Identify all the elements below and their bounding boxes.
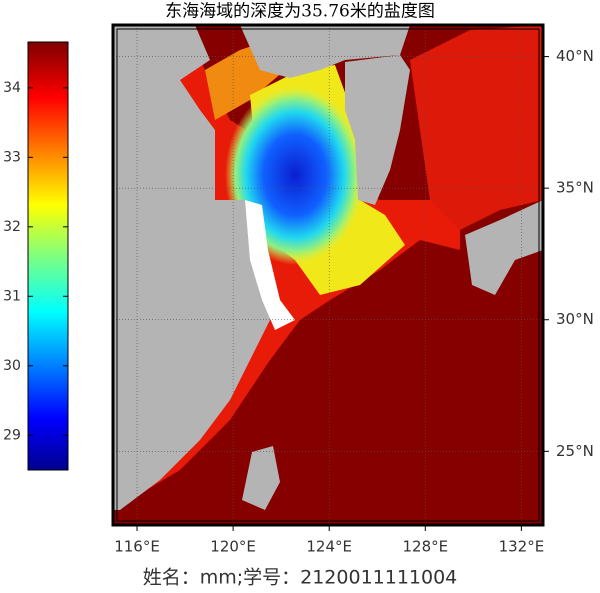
land-china [113,25,280,510]
grid [113,25,543,525]
colorbar-tick-label: 30 [3,358,21,374]
colorbar-tick-label: 29 [3,427,21,443]
y-tick-label: 35°N [556,179,594,197]
y-tick-label: 40°N [556,47,594,65]
colorbar: 29 30 31 32 33 34 [3,41,69,471]
no-data [245,200,295,330]
map-field [113,25,543,525]
map-frame [111,23,545,527]
x-tick-label: 120°E [210,538,256,556]
title: 东海海域的深度为35.76米的盐度图 [165,2,435,22]
colorbar-tick-label: 33 [3,149,21,165]
x-tick-label: 132°E [499,538,545,556]
land-korea [345,55,410,205]
colorbar-gradient [27,41,69,471]
colorbar-tick-label: 31 [3,288,21,304]
y-tick-label: 30°N [556,310,594,328]
map-frame-inner [116,28,540,522]
x-tick-label: 128°E [402,538,448,556]
land-north [240,25,410,78]
colorbar-tick-label: 34 [3,80,21,96]
footer: 姓名：mm;学号：2120011111004 [143,567,458,589]
colorbar-tick-label: 32 [3,219,21,235]
land-taiwan [242,446,280,510]
y-tick-label: 25°N [556,442,594,460]
x-tick-label: 124°E [306,538,352,556]
x-tick-label: 116°E [114,538,160,556]
land-japan [465,200,543,295]
sea-japan [410,25,543,230]
watermark: 知乎 @burge(波哥) [447,531,573,548]
